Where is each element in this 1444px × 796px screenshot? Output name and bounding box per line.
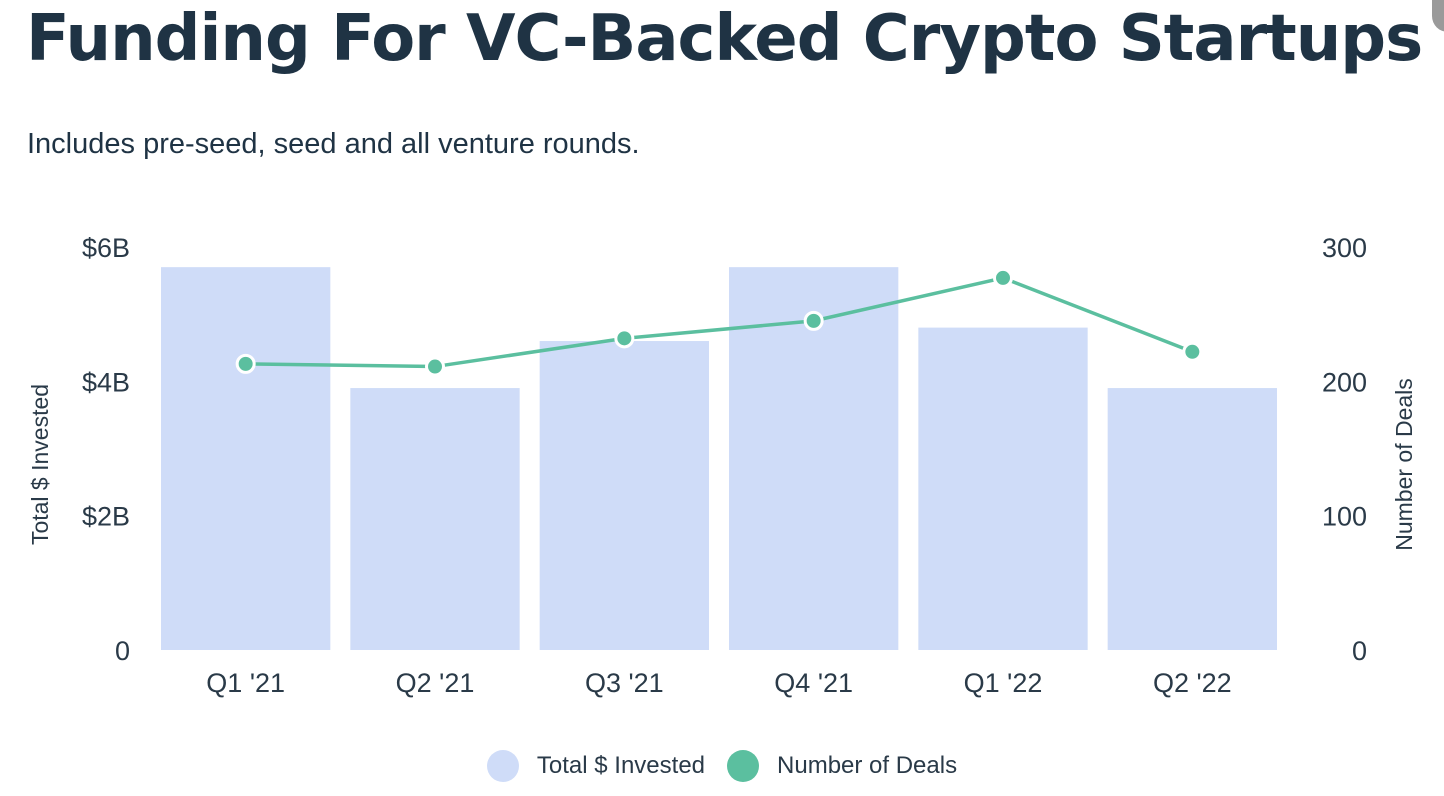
bar[interactable] — [539, 341, 709, 650]
chart-title: Funding For VC-Backed Crypto Startups — [26, 2, 1423, 76]
bar-series — [161, 267, 1277, 650]
right-axis-title: Number of Deals — [1391, 378, 1417, 551]
x-axis: Q1 '21 Q2 '21 Q3 '21 Q4 '21 Q1 '22 Q2 '22 — [206, 668, 1231, 698]
bar[interactable] — [161, 267, 331, 650]
right-tick-label: 0 — [1352, 636, 1367, 666]
x-tick-label: Q2 '22 — [1153, 668, 1232, 698]
legend-swatch-invested — [486, 750, 519, 782]
window-corner — [1432, 0, 1444, 32]
deals-point[interactable] — [235, 353, 256, 374]
deals-line — [245, 276, 1193, 369]
left-y-axis: 0 $2B $4B $6B — [82, 233, 130, 666]
deals-point[interactable] — [614, 328, 635, 349]
x-tick-label: Q2 '21 — [396, 668, 475, 698]
left-axis-title: Total $ Invested — [27, 384, 53, 545]
x-tick-label: Q1 '22 — [964, 668, 1043, 698]
x-tick-label: Q1 '21 — [206, 668, 285, 698]
left-tick-label: $6B — [82, 233, 130, 263]
left-tick-label: $2B — [82, 502, 130, 532]
deals-point[interactable] — [425, 356, 445, 377]
x-tick-label: Q4 '21 — [774, 668, 853, 698]
bar[interactable] — [1107, 388, 1277, 650]
legend-swatch-deals — [727, 750, 760, 782]
right-tick-label: 100 — [1322, 502, 1367, 532]
legend-item-invested[interactable]: Total $ Invested — [486, 750, 706, 782]
line-series — [235, 267, 1203, 377]
legend: Total $ Invested Number of Deals — [0, 746, 1444, 786]
legend-label-invested: Total $ Invested — [536, 752, 706, 779]
deals-point[interactable] — [803, 310, 824, 331]
right-tick-label: 300 — [1322, 233, 1367, 263]
bar[interactable] — [350, 388, 520, 650]
chart-subtitle: Includes pre-seed, seed and all venture … — [27, 128, 640, 160]
right-tick-label: 200 — [1322, 367, 1367, 397]
right-y-axis: 0 100 200 300 — [1322, 233, 1367, 666]
x-tick-label: Q3 '21 — [585, 668, 664, 698]
left-tick-label: 0 — [115, 636, 130, 666]
deals-point[interactable] — [993, 267, 1013, 288]
deals-point[interactable] — [1182, 341, 1203, 362]
left-tick-label: $4B — [82, 367, 130, 397]
bar[interactable] — [918, 327, 1088, 650]
bar[interactable] — [729, 267, 899, 650]
legend-item-deals[interactable]: Number of Deals — [727, 750, 957, 782]
legend-label-deals: Number of Deals — [777, 752, 958, 779]
